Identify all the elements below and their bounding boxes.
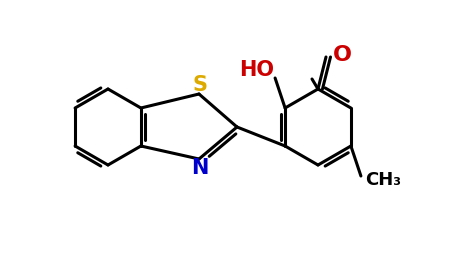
- Text: CH₃: CH₃: [365, 171, 401, 189]
- Text: N: N: [191, 158, 209, 178]
- Text: O: O: [332, 45, 351, 65]
- Text: S: S: [193, 75, 207, 95]
- Text: HO: HO: [240, 60, 275, 80]
